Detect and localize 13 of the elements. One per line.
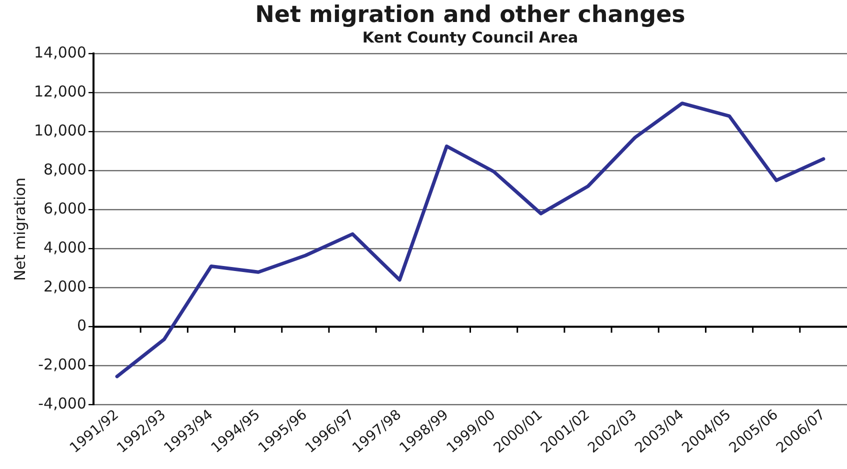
chart-title: Net migration and other changes [255, 2, 686, 28]
y-tick-label: 8,000 [44, 160, 86, 179]
y-tick-label: 10,000 [34, 122, 86, 140]
y-tick-label: 2,000 [44, 278, 86, 296]
y-tick-label: -4,000 [38, 394, 86, 413]
y-tick-label: 0 [76, 316, 86, 335]
y-tick-label: 14,000 [34, 43, 86, 62]
y-tick-label: 12,000 [34, 82, 86, 101]
chart-subtitle: Kent County Council Area [362, 28, 578, 46]
y-tick-label: -2,000 [38, 356, 86, 374]
y-axis-title: Net migration [10, 177, 29, 281]
y-tick-label: 4,000 [44, 238, 86, 257]
y-tick-label: 6,000 [44, 200, 86, 218]
